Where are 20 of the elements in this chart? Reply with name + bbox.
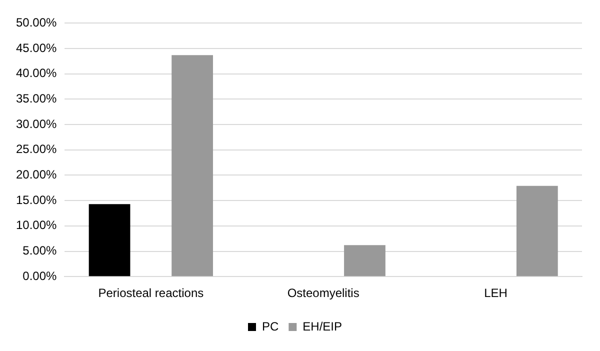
y-tick-label: 5.00% — [22, 244, 58, 258]
x-tick-label: Periosteal reactions — [98, 286, 204, 300]
legend-label: PC — [262, 319, 279, 334]
y-tick-label: 40.00% — [16, 66, 58, 80]
y-tick-label: 0.00% — [22, 268, 58, 283]
y-tick-label: 25.00% — [16, 142, 58, 156]
y-tick-label: 10.00% — [16, 218, 58, 232]
bar — [516, 186, 558, 276]
bar — [88, 204, 130, 276]
y-tick-label: 15.00% — [16, 192, 58, 207]
x-tick-label: LEH — [484, 286, 508, 300]
y-tick-label: 50.00% — [16, 16, 58, 30]
y-tick-label: 30.00% — [16, 116, 58, 131]
y-tick-label: 45.00% — [16, 40, 58, 55]
bar — [344, 245, 386, 276]
legend-label: EH/EIP — [302, 319, 342, 334]
x-tick-label: Osteomyelitis — [287, 286, 360, 300]
y-tick-label: 35.00% — [16, 92, 58, 106]
y-tick-label: 20.00% — [16, 168, 58, 182]
bar — [172, 55, 213, 276]
